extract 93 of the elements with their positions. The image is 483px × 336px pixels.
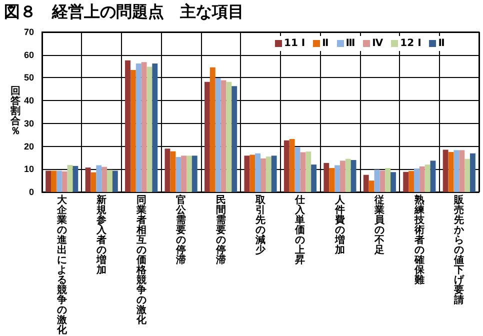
bar	[408, 170, 414, 192]
category-label: 販売先からの値下げ要請	[454, 195, 464, 306]
bar	[345, 158, 351, 192]
bar	[102, 166, 108, 192]
bar	[459, 150, 465, 192]
legend-label: 11 Ⅰ	[284, 38, 306, 49]
bar	[250, 154, 256, 192]
bar	[210, 67, 216, 192]
bar	[51, 170, 56, 192]
bar	[181, 156, 186, 192]
bar	[62, 171, 68, 192]
y-tick-label: 70	[24, 27, 34, 37]
bar	[176, 157, 182, 192]
bar	[350, 160, 356, 192]
bar	[340, 160, 346, 192]
legend-label: Ⅱ	[438, 38, 445, 49]
bar	[85, 168, 91, 192]
bar	[442, 150, 448, 192]
bar	[56, 170, 62, 192]
category-label: 熟練技術者の確保難	[414, 195, 424, 286]
category-label: 同業者相互の価格競争の激化	[136, 195, 146, 326]
y-tick-label: 40	[24, 96, 34, 106]
bar	[232, 86, 238, 192]
bar	[72, 166, 78, 192]
bar	[96, 165, 102, 192]
bar	[271, 156, 277, 192]
x-tick-label: 民間需要の停滞	[215, 195, 226, 266]
bar	[289, 138, 295, 192]
bar	[136, 64, 142, 192]
x-tick-label: 仕入単価の上昇	[294, 195, 306, 266]
x-tick-label: 従業員の不足	[374, 195, 386, 256]
bar	[374, 170, 380, 192]
bar	[470, 153, 476, 192]
bar	[107, 170, 112, 192]
y-tick-label: 0	[28, 187, 34, 197]
bar	[141, 62, 147, 192]
bar	[67, 165, 73, 192]
bar	[294, 147, 300, 192]
bar	[260, 158, 266, 192]
bar	[324, 162, 330, 192]
bar	[430, 160, 436, 192]
bar	[90, 172, 96, 192]
x-tick-label: 官公需要の停滞	[176, 195, 187, 266]
x-tick-label: 新規参入者の増加	[96, 195, 108, 276]
bar	[300, 152, 306, 192]
bar	[329, 168, 335, 192]
y-tick-label: 10	[24, 164, 34, 174]
y-tick-label: 30	[24, 118, 34, 128]
y-tick-label: 60	[24, 50, 34, 60]
bar	[424, 164, 430, 192]
bar	[192, 156, 198, 192]
bar	[448, 152, 454, 192]
bar	[390, 172, 396, 192]
bar	[363, 174, 369, 192]
bar	[146, 66, 152, 192]
legend-label: 12 Ⅰ	[400, 38, 422, 49]
bar	[454, 150, 460, 192]
bar	[130, 70, 136, 192]
y-tick-label: 20	[24, 141, 34, 152]
bar	[334, 165, 340, 192]
bar	[186, 156, 192, 192]
bar	[368, 180, 374, 192]
legend-label: Ⅲ	[346, 38, 356, 49]
category-label: 大企業の進出による競争の激化	[56, 195, 67, 336]
bar	[204, 82, 210, 192]
bar	[112, 170, 118, 192]
bar	[46, 170, 52, 192]
bar	[403, 172, 409, 192]
bar	[215, 78, 221, 192]
bar	[266, 156, 272, 192]
bar	[164, 148, 170, 192]
y-axis-title: 回答割合％	[10, 86, 21, 137]
bar	[284, 140, 290, 192]
bar	[255, 153, 260, 192]
bar	[419, 166, 425, 192]
x-tick-label: 取引先の減少	[255, 195, 266, 256]
chart-title: 図８ 経営上の問題点 主な項目	[4, 2, 244, 23]
bar	[385, 168, 391, 192]
bar	[220, 80, 226, 192]
bar	[170, 151, 176, 192]
bar	[306, 152, 312, 192]
bar	[125, 60, 130, 192]
bar	[244, 156, 250, 192]
bar	[380, 170, 386, 192]
bar	[464, 158, 470, 192]
bar	[152, 64, 158, 192]
x-tick-label: 人件費の増加	[334, 195, 346, 256]
bar	[414, 168, 420, 192]
y-tick-label: 50	[24, 72, 34, 83]
bar	[226, 82, 232, 192]
bar	[311, 164, 317, 192]
legend-label: Ⅱ	[322, 38, 329, 49]
legend-label: Ⅳ	[372, 38, 384, 49]
